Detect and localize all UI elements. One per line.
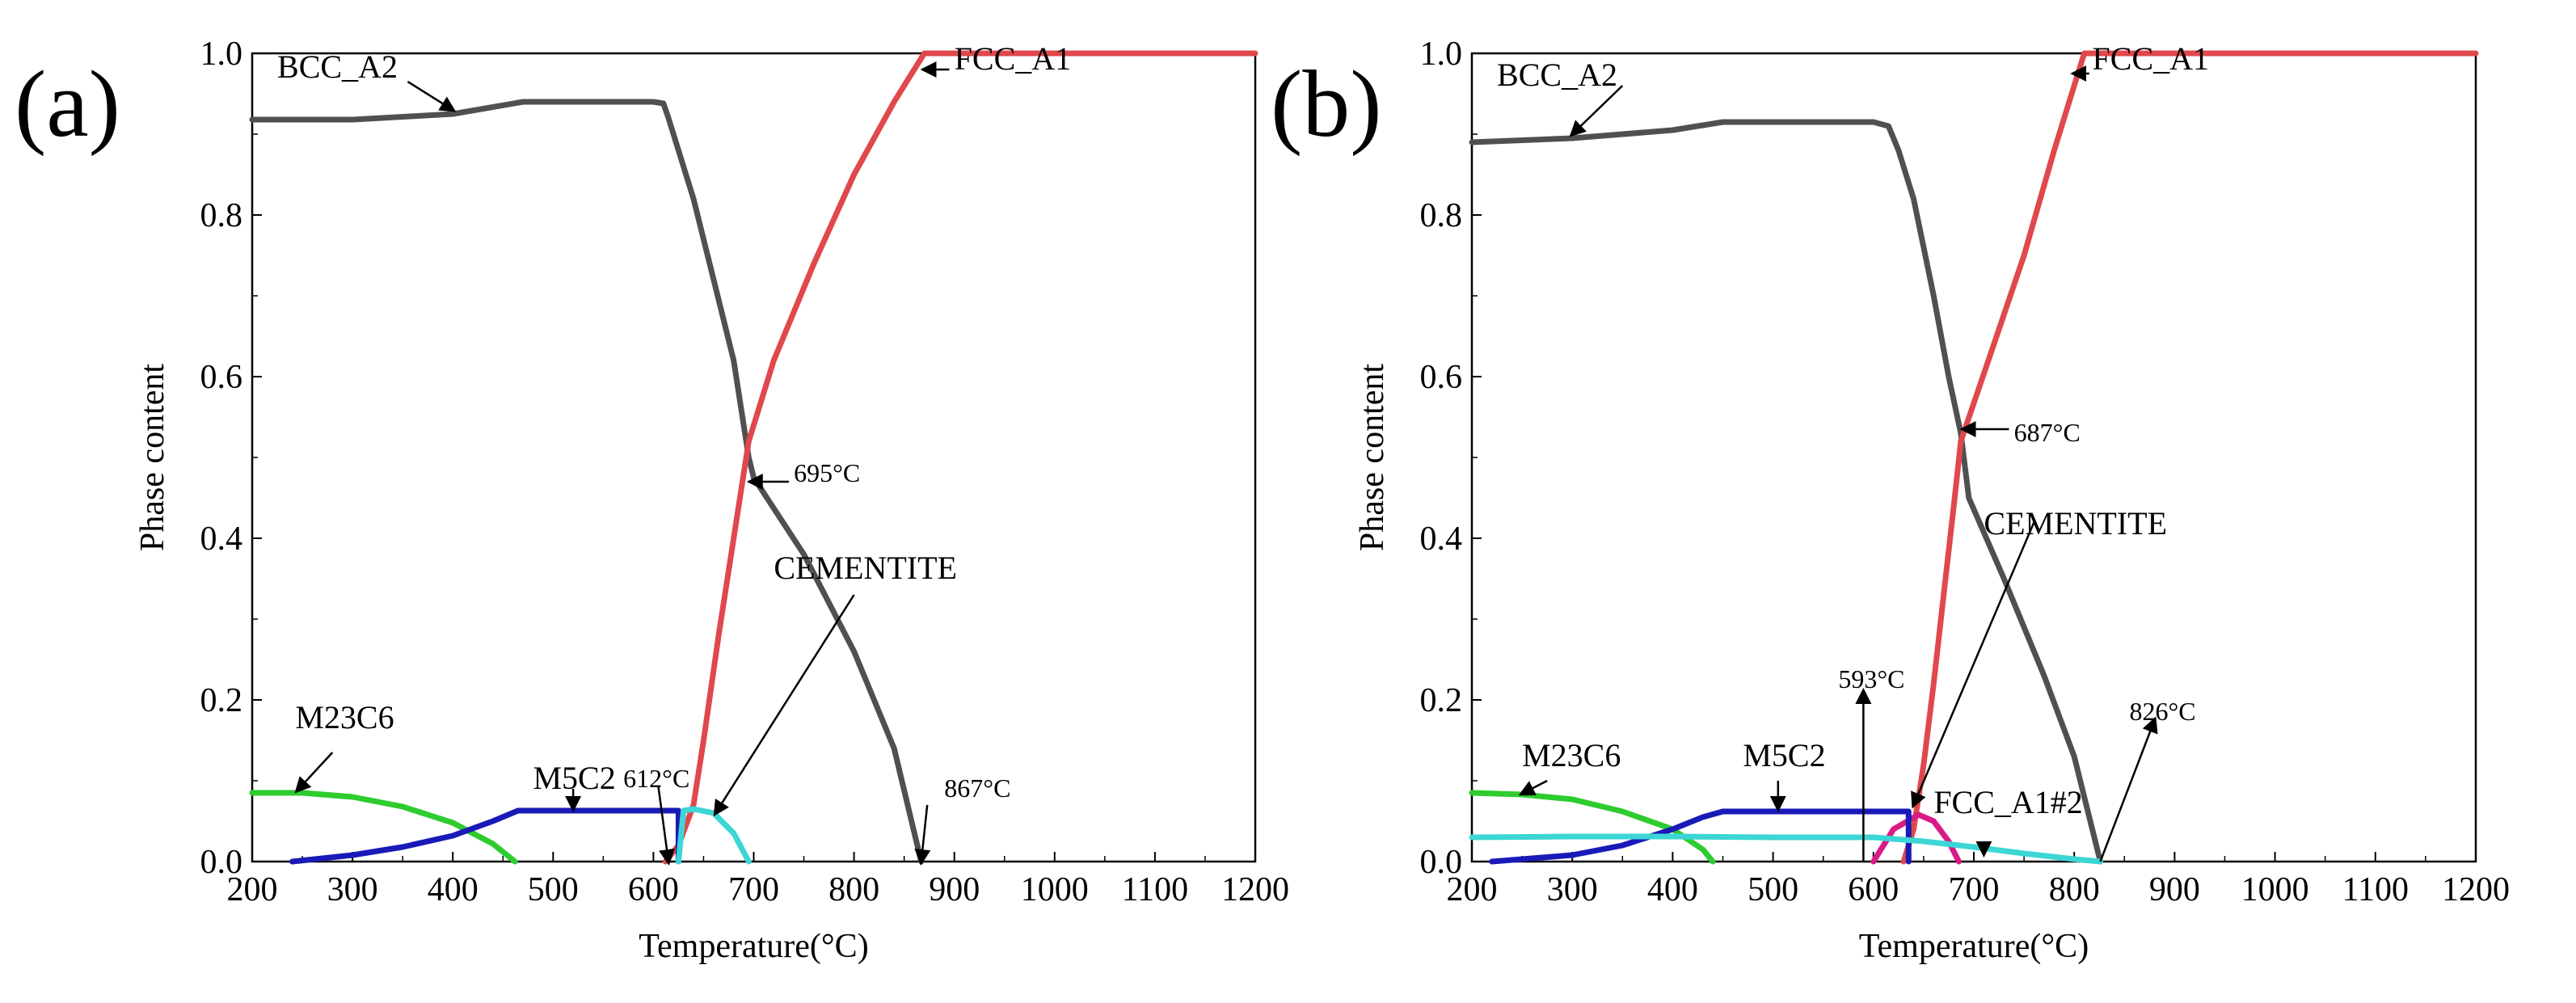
annotation-arrow bbox=[914, 804, 931, 866]
x-tick-label: 900 bbox=[929, 871, 980, 908]
annotation-label: M23C6 bbox=[295, 699, 394, 735]
annotation-label: M5C2 bbox=[533, 760, 615, 796]
annotation-label: FCC_A1 bbox=[2093, 40, 2210, 77]
annotation-label: FCC_A1 bbox=[955, 40, 1072, 77]
y-axis-title: Phase content bbox=[134, 364, 171, 551]
series-line-cementite bbox=[675, 806, 752, 865]
annotation-arrow bbox=[657, 786, 675, 866]
panel-b: (b) 200 300 400 500 600 700 800 900 1000 1100 1200 0… bbox=[1271, 36, 2510, 965]
annotation-label: FCC_A1#2 bbox=[1933, 784, 2083, 820]
y-tick-label: 0.4 bbox=[1420, 520, 1463, 558]
annotation-label: 612°C bbox=[623, 764, 689, 793]
annotation-label: 593°C bbox=[1838, 664, 1904, 693]
x-tick-label: 600 bbox=[628, 871, 679, 908]
x-tick-label: 900 bbox=[2149, 871, 2200, 908]
annotation-arrow bbox=[1518, 779, 1548, 796]
annotation-label: 867°C bbox=[944, 773, 1010, 803]
plot-frame bbox=[251, 52, 1257, 863]
y-tick-label: 0.2 bbox=[200, 682, 243, 719]
x-tick-label: 300 bbox=[327, 871, 378, 908]
x-axis-title: Temperature(°C) bbox=[639, 928, 868, 965]
annotation-arrow bbox=[713, 594, 855, 817]
x-tick-label: 400 bbox=[428, 871, 479, 908]
y-tick-label: 0.8 bbox=[1420, 197, 1463, 234]
y-tick-label: 0.4 bbox=[200, 520, 243, 558]
x-tick-label: 300 bbox=[1547, 871, 1598, 908]
y-tick-label: 0.8 bbox=[200, 197, 243, 234]
y-tick-label: 0.6 bbox=[1420, 359, 1463, 396]
annotation-label: M23C6 bbox=[1522, 737, 1621, 773]
annotation-arrow bbox=[407, 80, 457, 112]
x-tick-label: 1200 bbox=[1221, 871, 1289, 908]
annotation-label: 826°C bbox=[2130, 697, 2196, 726]
series-line-m5c2 bbox=[1489, 808, 1912, 865]
y-tick-label: 0.6 bbox=[200, 359, 243, 396]
x-tick-label: 1100 bbox=[1122, 871, 1188, 908]
plot-frame bbox=[1470, 52, 2477, 863]
annotation-label: 687°C bbox=[2014, 418, 2081, 447]
x-tick-label: 1200 bbox=[2442, 871, 2510, 908]
x-tick-label: 800 bbox=[828, 871, 879, 908]
x-tick-label: 1000 bbox=[2241, 871, 2309, 908]
x-tick-label: 700 bbox=[728, 871, 779, 908]
series-line-bcc-a2 bbox=[1469, 119, 2103, 865]
annotation-arrow bbox=[1569, 85, 1624, 137]
x-tick-label: 500 bbox=[1748, 871, 1798, 908]
annotation-label: BCC_A2 bbox=[277, 48, 398, 85]
x-tick-label: 700 bbox=[1949, 871, 2000, 908]
y-axis-title: Phase content bbox=[1354, 364, 1391, 551]
x-tick-label: 1100 bbox=[2342, 871, 2409, 908]
y-tick-label: 0.2 bbox=[1420, 682, 1463, 719]
x-tick-label: 800 bbox=[2049, 871, 2100, 908]
annotation-arrow bbox=[1911, 521, 2035, 809]
panel-letter: (a) bbox=[15, 51, 120, 157]
annotation-label: BCC_A2 bbox=[1497, 57, 1617, 93]
panel-a: (a) 200 300 400 500 600 700 800 900 1000 1100 1200 0… bbox=[15, 36, 1289, 965]
annotation-label: CEMENTITE bbox=[1984, 505, 2167, 542]
y-tick-label: 1.0 bbox=[1420, 36, 1463, 73]
series-line-fcc-a1 bbox=[1900, 50, 2479, 865]
x-tick-label: 200 bbox=[227, 871, 278, 908]
series-line-m5c2 bbox=[289, 807, 681, 865]
y-tick-label: 0.0 bbox=[1420, 844, 1463, 881]
annotation-label: 695°C bbox=[794, 458, 860, 487]
annotation-label: M5C2 bbox=[1743, 737, 1825, 773]
x-tick-label: 400 bbox=[1647, 871, 1698, 908]
annotation-label: CEMENTITE bbox=[774, 550, 957, 586]
panel-letter: (b) bbox=[1271, 51, 1382, 157]
annotation-arrow bbox=[2099, 716, 2158, 862]
x-tick-label: 600 bbox=[1848, 871, 1899, 908]
x-tick-label: 1000 bbox=[1021, 871, 1089, 908]
x-tick-label: 200 bbox=[1447, 871, 1498, 908]
x-tick-label: 500 bbox=[528, 871, 579, 908]
y-tick-label: 1.0 bbox=[200, 36, 243, 73]
annotation-arrow bbox=[294, 752, 334, 794]
series-line-cementite bbox=[1469, 833, 2103, 865]
series-line-fcc-a1 bbox=[662, 50, 1258, 865]
y-tick-label: 0.0 bbox=[200, 844, 243, 881]
series-line-bcc-a2 bbox=[249, 99, 925, 865]
x-axis-title: Temperature(°C) bbox=[1859, 928, 2089, 965]
